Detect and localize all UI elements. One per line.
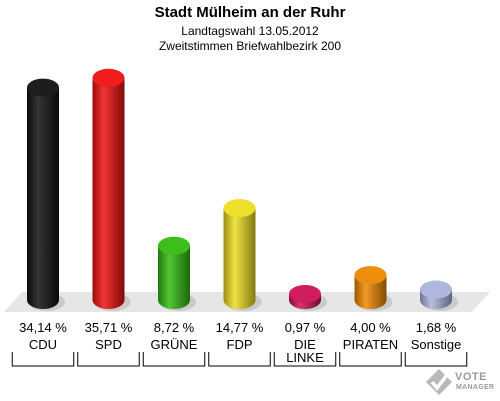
value-label-spd: 35,71 % — [85, 320, 133, 335]
category-label-spd: SPD — [95, 337, 122, 352]
chart-subtitle-election: Landtagswahl 13.05.2012 — [181, 24, 319, 38]
bar-body — [223, 208, 256, 309]
checkmark-ballot-icon — [426, 369, 452, 395]
bar-fdp — [223, 199, 262, 311]
value-label-die-linke: 0,97 % — [285, 320, 326, 335]
vote-manager-logo: VOTE MANAGER — [425, 368, 497, 398]
category-bracket-spd — [77, 352, 140, 367]
value-label-piraten: 4,00 % — [350, 320, 391, 335]
value-label-cdu: 34,14 % — [19, 320, 67, 335]
label-group: 34,14 % CDU 35,71 % SPD 8,72 % GRÜNE 14,77 % FD… — [11, 320, 468, 367]
bar-group — [27, 68, 458, 311]
bar-top — [289, 284, 321, 303]
bar-body — [92, 77, 125, 309]
value-label-grüne: 8,72 % — [154, 320, 195, 335]
category-label-sonstige: Sonstige — [411, 337, 462, 352]
bar-top — [27, 78, 59, 97]
chart-title: Stadt Mülheim an der Ruhr — [154, 4, 346, 21]
bar-body — [158, 245, 190, 309]
category-bracket-grüne — [142, 352, 206, 367]
category-label-piraten: PIRATEN — [343, 337, 398, 352]
chart-subtitle-district: Zweitstimmen Briefwahlbezirk 200 — [158, 39, 342, 53]
category-label-fdp: FDP — [227, 337, 253, 352]
value-label-sonstige: 1,68 % — [416, 320, 457, 335]
category-label-die-linke: LINKE — [286, 350, 324, 365]
bar-body — [27, 87, 59, 309]
bar-top — [223, 199, 256, 218]
bar-die-linke — [289, 284, 327, 311]
bar-sonstige — [420, 280, 458, 311]
bar-piraten — [354, 266, 393, 311]
category-label-cdu: CDU — [29, 337, 57, 352]
category-bracket-sonstige — [404, 352, 468, 367]
bar-grüne — [158, 236, 196, 311]
bar-top — [354, 266, 387, 285]
category-bracket-die-linke — [273, 352, 337, 367]
category-bracket-piraten — [339, 352, 402, 367]
value-label-fdp: 14,77 % — [216, 320, 264, 335]
bar-body — [354, 275, 387, 309]
category-label-die-linke: DIE — [294, 337, 316, 352]
bar-cdu — [27, 78, 65, 311]
category-bracket-cdu — [11, 352, 75, 367]
bar-top — [420, 280, 452, 299]
category-label-grüne: GRÜNE — [151, 337, 198, 352]
bar-spd — [92, 68, 131, 311]
bar-top — [92, 68, 125, 87]
bar-top — [158, 236, 190, 255]
logo-text-vote: VOTE — [455, 371, 487, 383]
logo-text-manager: MANAGER — [456, 384, 495, 391]
category-bracket-fdp — [208, 352, 271, 367]
